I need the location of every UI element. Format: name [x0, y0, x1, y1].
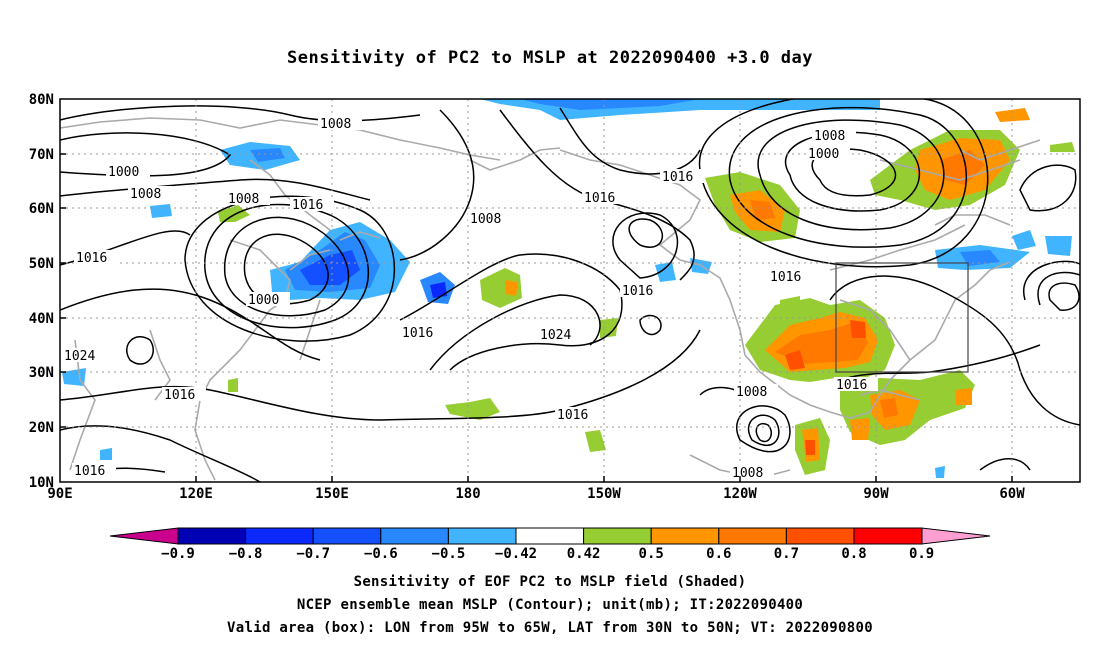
lat-label: 80N	[29, 92, 54, 108]
colorbar-tick-label: −0.7	[296, 546, 330, 562]
contour-label: 1008	[130, 187, 161, 202]
colorbar-cell	[650, 527, 720, 545]
colorbar-tick-label: 0.8	[841, 546, 866, 562]
contour-label: 1024	[64, 349, 95, 364]
colorbar-tick-label: −0.9	[161, 546, 195, 562]
negative-sensitivity-shading	[62, 99, 1072, 478]
lon-label: 90W	[863, 486, 889, 502]
colorbar-cell	[583, 527, 652, 545]
lat-label: 50N	[29, 256, 54, 272]
contour-label: 1016	[584, 191, 615, 206]
contour-label: 1016	[662, 170, 693, 185]
colorbar-cells	[177, 527, 923, 545]
caption-valid-area: Valid area (box): LON from 95W to 65W, L…	[227, 620, 873, 636]
colorbar-cell	[785, 527, 855, 545]
contour-label: 1008	[814, 129, 845, 144]
contour-label: 1008	[470, 212, 501, 227]
colorbar-cell	[718, 527, 787, 545]
lon-label: 150E	[315, 486, 349, 502]
contour-label: 1000	[248, 293, 279, 308]
lon-label: 150W	[587, 486, 621, 502]
contour-label: 1000	[108, 165, 139, 180]
colorbar-cell	[312, 527, 382, 545]
colorbar-cell	[447, 527, 517, 545]
contour-labels: 1008 1000 1008 1016 1008 1016 1016 1008 …	[62, 116, 878, 481]
contour-label: 1016	[622, 284, 653, 299]
colorbar-low-triangle	[109, 527, 179, 545]
lon-label: 120E	[179, 486, 213, 502]
colorbar-cell	[853, 527, 923, 545]
colorbar-tick-label: −0.8	[229, 546, 263, 562]
caption-contour: NCEP ensemble mean MSLP (Contour); unit(…	[296, 597, 804, 613]
lat-label: 70N	[29, 147, 54, 163]
grid-lines	[60, 99, 1080, 482]
map-frame	[59, 98, 1081, 483]
lon-label: 120W	[723, 486, 757, 502]
longitude-labels: 90E 120E 150E 180 150W 120W 90W 60W	[47, 486, 1025, 502]
colorbar-tick-label: 0.6	[706, 546, 731, 562]
axis-ticks	[60, 153, 1013, 482]
contour-label: 1016	[836, 378, 867, 393]
lon-label: 180	[455, 486, 480, 502]
contour-label: 1016	[770, 270, 801, 285]
colorbar-tick-label: 0.5	[639, 546, 664, 562]
contour-label: 1008	[228, 192, 259, 207]
plot-area: 1008 1000 1008 1016 1008 1016 1016 1008 …	[60, 99, 1080, 482]
valid-area-box	[835, 262, 969, 373]
lat-label: 60N	[29, 201, 54, 217]
colorbar-tick-label: −0.6	[364, 546, 398, 562]
contour-label: 1008	[320, 117, 351, 132]
colorbar-cell	[245, 527, 314, 545]
contour-label: 1016	[164, 388, 195, 403]
lat-label: 10N	[29, 475, 54, 491]
colorbar-tick-label: −0.42	[495, 546, 537, 562]
contour-label: 1024	[540, 328, 571, 343]
colorbar-cell	[380, 527, 449, 545]
contour-label: 1000	[808, 147, 839, 162]
colorbar-tick-labels: −0.9 −0.8 −0.7 −0.6 −0.5 −0.42 0.42 0.5 0.6 0.7 0.…	[161, 546, 934, 562]
colorbar-tick-label: −0.5	[432, 546, 466, 562]
contour-label: 1016	[76, 251, 107, 266]
map-title: Sensitivity of PC2 to MSLP at 2022090400…	[286, 48, 813, 68]
lat-label: 20N	[29, 420, 54, 436]
contour-label: 1008	[736, 385, 767, 400]
colorbar-high-triangle	[921, 527, 991, 545]
contour-label: 1016	[557, 408, 588, 423]
colorbar-cell	[177, 527, 247, 545]
latitude-labels: 80N 70N 60N 50N 40N 30N 20N 10N	[29, 92, 54, 491]
lon-label: 60W	[999, 486, 1025, 502]
colorbar-tick-label: 0.9	[909, 546, 934, 562]
caption-shading: Sensitivity of EOF PC2 to MSLP field (Sh…	[353, 574, 747, 590]
colorbar: −0.9 −0.8 −0.7 −0.6 −0.5 −0.42 0.42 0.5 0.6 0.7 0.…	[109, 527, 991, 562]
lat-label: 30N	[29, 365, 54, 381]
colorbar-tick-label: 0.42	[567, 546, 601, 562]
contour-label: 1016	[402, 326, 433, 341]
contour-label: 1008	[732, 466, 763, 481]
colorbar-cell	[515, 527, 585, 545]
contour-label: 1016	[74, 464, 105, 479]
lat-label: 40N	[29, 311, 54, 327]
colorbar-tick-label: 0.7	[774, 546, 799, 562]
lon-label: 90E	[47, 486, 72, 502]
contour-label: 1016	[292, 198, 323, 213]
